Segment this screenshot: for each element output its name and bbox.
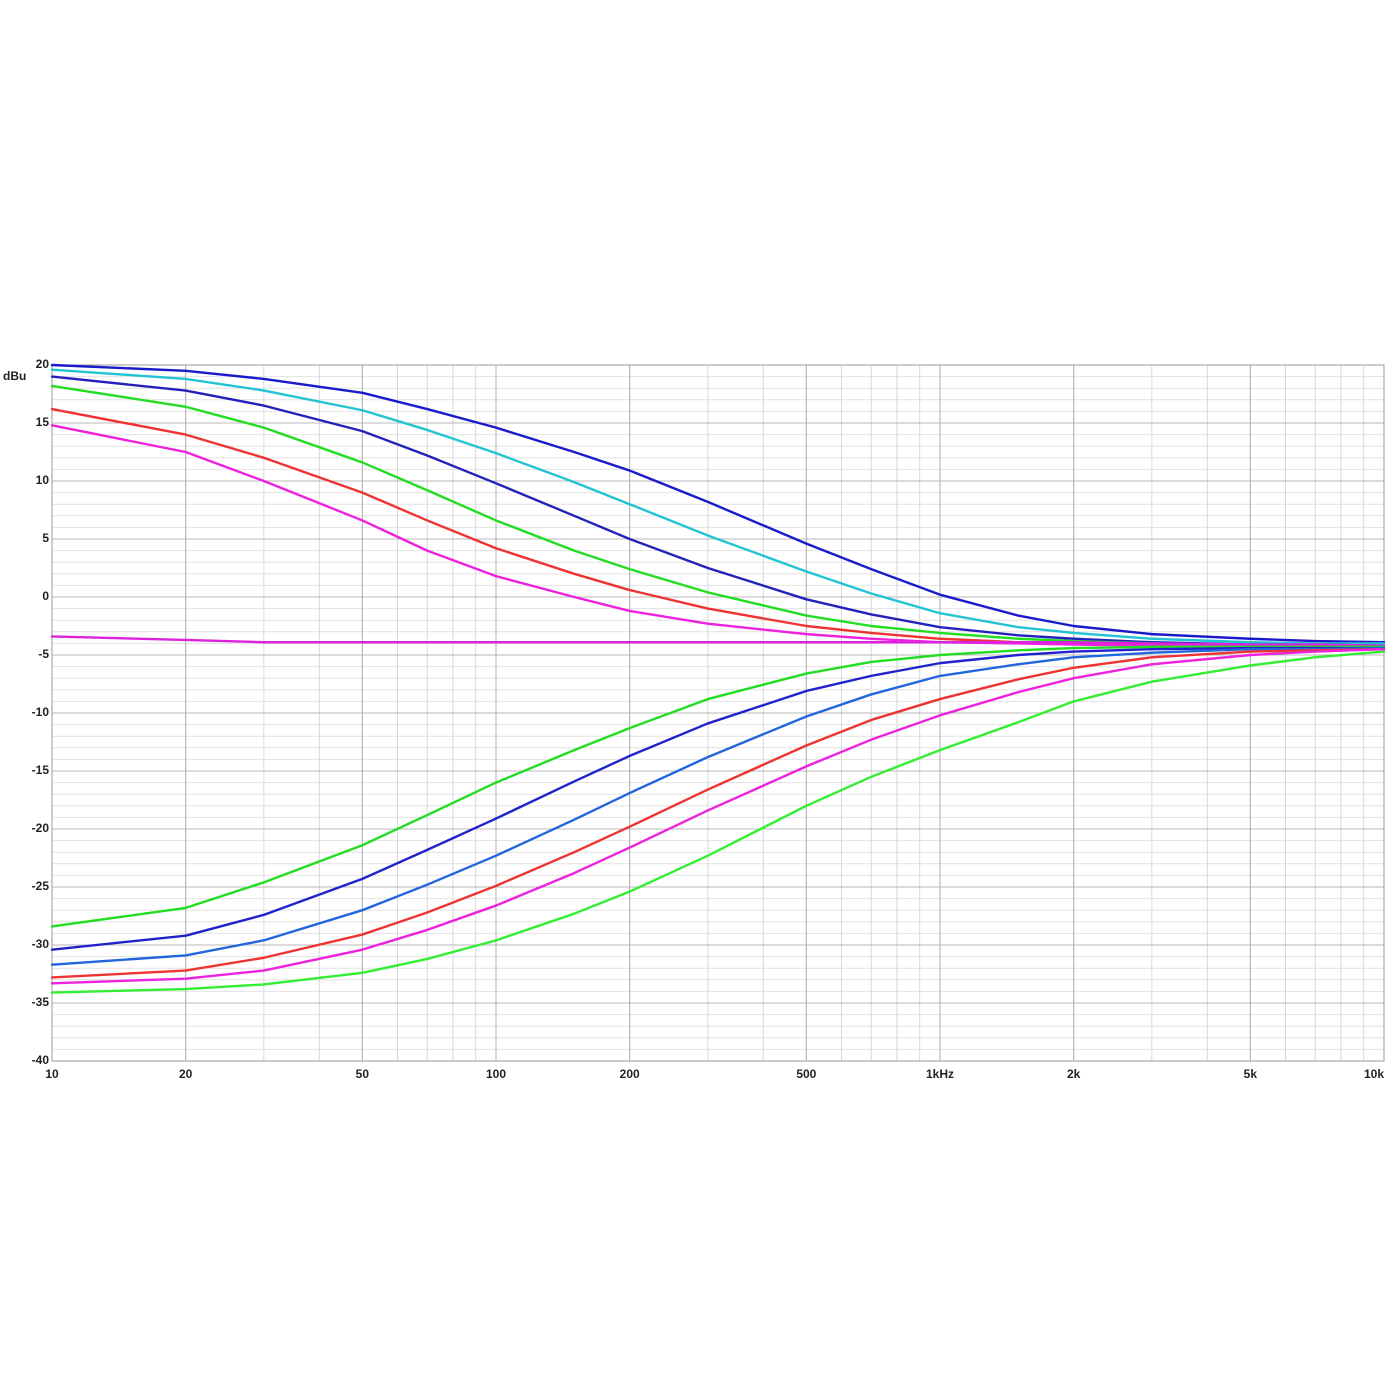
data-line [50,648,1386,979]
y-tick-label: 15 [36,415,50,429]
x-tick-label: 2k [1067,1067,1081,1081]
y-tick-label: 0 [42,589,49,603]
y-tick-label: -10 [32,705,50,719]
x-tick-label: 20 [179,1067,193,1081]
y-axis-label: dBu [3,369,26,383]
y-tick-label: -35 [32,995,50,1009]
y-tick-label: -20 [32,821,50,835]
data-line [50,363,1386,644]
y-tick-label: -15 [32,763,50,777]
x-tick-label: 100 [486,1067,506,1081]
data-line [50,645,1386,928]
y-tick-label: -40 [32,1053,50,1067]
data-line [50,646,1386,966]
x-tick-label: 1kHz [926,1067,954,1081]
x-tick-label: 50 [356,1067,370,1081]
x-tick-label: 200 [620,1067,640,1081]
data-line [50,650,1386,994]
x-tick-label: 5k [1244,1067,1258,1081]
y-tick-label: -25 [32,879,50,893]
data-line [50,635,1386,647]
y-tick-label: -30 [32,937,50,951]
x-tick-label: 10k [1364,1067,1384,1081]
data-line [50,648,1386,985]
x-tick-label: 500 [796,1067,816,1081]
y-tick-label: 10 [36,473,50,487]
x-tick-label: 10 [45,1067,59,1081]
y-tick-label: 20 [36,357,50,371]
plot-frame [51,364,1385,1062]
y-tick-label: 5 [42,531,49,545]
data-line [50,646,1386,951]
y-tick-label: -5 [38,647,49,661]
data-line [50,368,1386,645]
